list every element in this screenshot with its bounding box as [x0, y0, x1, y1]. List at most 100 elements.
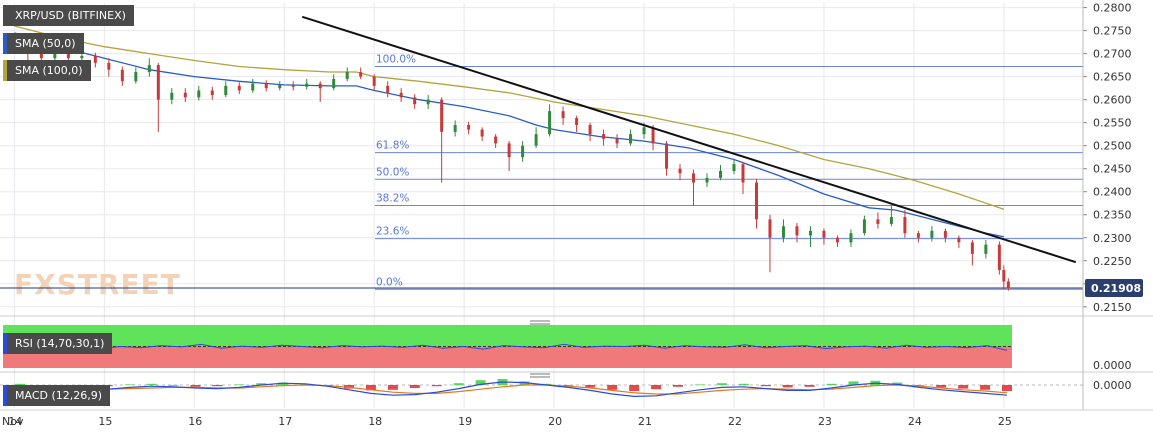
rsi-tick-label: 0.0000: [1093, 359, 1132, 372]
candle-body: [741, 164, 745, 183]
price-tick-label: 0.2650: [1093, 71, 1132, 84]
candle-body: [440, 99, 444, 132]
symbol-legend[interactable]: XRP/USD (BITFINEX): [3, 5, 134, 26]
candle-body: [134, 72, 138, 82]
macd-histogram-bar: [826, 383, 837, 385]
day-tick-label: 25: [998, 415, 1012, 428]
macd-histogram-bar: [190, 385, 201, 387]
candle-body: [678, 168, 682, 174]
candle-body: [345, 72, 349, 79]
sma50-line: [14, 32, 1004, 238]
rsi-line: [19, 343, 1008, 351]
macd-histogram-bar: [914, 385, 925, 386]
price-tick-label: 0.2550: [1093, 117, 1132, 130]
candle-body: [453, 124, 457, 132]
macd-histogram-bar: [980, 385, 991, 390]
rsi-overbought-zone: [3, 325, 1012, 347]
candle-body: [754, 182, 758, 220]
macd-histogram-bar: [804, 385, 815, 387]
fib-level-label: 38.2%: [376, 193, 409, 205]
fib-level-label: 50.0%: [376, 166, 409, 178]
day-tick-label: 24: [908, 415, 922, 428]
day-tick-label: 15: [98, 415, 112, 428]
candle-body: [278, 84, 282, 89]
macd-histogram-bar: [234, 384, 245, 385]
macd-histogram-bar: [146, 383, 157, 385]
rsi-legend[interactable]: RSI (14,70,30,1): [3, 333, 113, 354]
day-tick-label: 23: [818, 415, 832, 428]
candle-body: [719, 171, 723, 178]
price-tick-label: 0.2500: [1093, 140, 1132, 153]
candle-body: [372, 76, 376, 86]
candle-body: [507, 143, 511, 158]
candle-body: [494, 136, 498, 144]
price-tick-label: 0.2350: [1093, 209, 1132, 222]
macd-histogram-bar: [694, 384, 705, 385]
macd-label: MACD (12,26,9): [15, 389, 103, 402]
candle-body: [224, 85, 228, 96]
price-tick-label: 0.2300: [1093, 232, 1132, 245]
macd-legend[interactable]: MACD (12,26,9): [3, 385, 111, 406]
price-tick-label: 0.2700: [1093, 48, 1132, 61]
candle-body: [575, 118, 579, 125]
symbol-label: XRP/USD (BITFINEX): [15, 9, 126, 22]
current-price-badge: [1085, 279, 1143, 298]
macd-histogram-bar: [453, 383, 464, 385]
watermark: FXSTREET: [14, 268, 181, 301]
current-price-label: 0.21908: [1091, 282, 1141, 295]
candle-body: [705, 177, 709, 183]
macd-histogram-bar: [387, 385, 398, 390]
price-tick-label: 0.2750: [1093, 25, 1132, 38]
macd-histogram-bar: [848, 381, 859, 385]
candle-body: [808, 230, 812, 236]
macd-histogram-bar: [716, 383, 727, 385]
macd-histogram-bar: [124, 384, 135, 385]
fib-level-label: 0.0%: [376, 276, 403, 288]
candle-body: [66, 51, 70, 59]
candle-body: [862, 219, 866, 234]
candle-body: [93, 55, 97, 63]
price-tick-label: 0.2450: [1093, 163, 1132, 176]
macd-histogram-bar: [958, 385, 969, 389]
day-tick-label: 16: [188, 415, 202, 428]
candle-body: [768, 219, 772, 238]
macd-tick-label: 0.0000: [1093, 379, 1132, 392]
fib-level-label: 100.0%: [376, 54, 416, 66]
candle-body: [413, 97, 417, 105]
sma50-legend[interactable]: SMA (50,0): [3, 33, 84, 54]
macd-histogram-bar: [585, 385, 596, 388]
macd-histogram-bar: [563, 385, 574, 386]
macd-histogram-bar: [212, 385, 223, 387]
candle-body: [561, 111, 565, 119]
sma100-legend[interactable]: SMA (100,0): [3, 60, 91, 81]
sma100-line: [14, 25, 1005, 210]
candle-body: [197, 90, 201, 98]
macd-histogram-bar: [1002, 385, 1012, 391]
macd-histogram-bar: [760, 385, 771, 387]
candle-body: [399, 92, 403, 98]
macd-histogram-bar: [629, 385, 640, 391]
candle-body: [147, 65, 151, 73]
fib-level-label: 61.8%: [376, 140, 409, 152]
candle-body: [795, 226, 799, 236]
fib-level-label: 23.6%: [376, 226, 409, 238]
candle-body: [943, 230, 947, 238]
day-tick-label: 19: [458, 415, 472, 428]
candle-body: [120, 69, 124, 82]
candle-body: [642, 127, 646, 135]
candle-body: [53, 51, 57, 59]
candle-body: [615, 138, 619, 144]
candle-body: [39, 53, 43, 59]
candle-body: [305, 83, 309, 87]
candle-body: [237, 85, 241, 91]
candle-body: [107, 62, 111, 70]
trendline: [301, 15, 1077, 264]
macd-histogram-bar: [936, 385, 947, 388]
macd-histogram-bar: [365, 385, 376, 391]
day-tick-label: 14: [8, 415, 22, 428]
macd-histogram-bar: [431, 385, 442, 387]
candle-body: [916, 233, 920, 238]
macd-histogram-bar: [15, 383, 25, 385]
